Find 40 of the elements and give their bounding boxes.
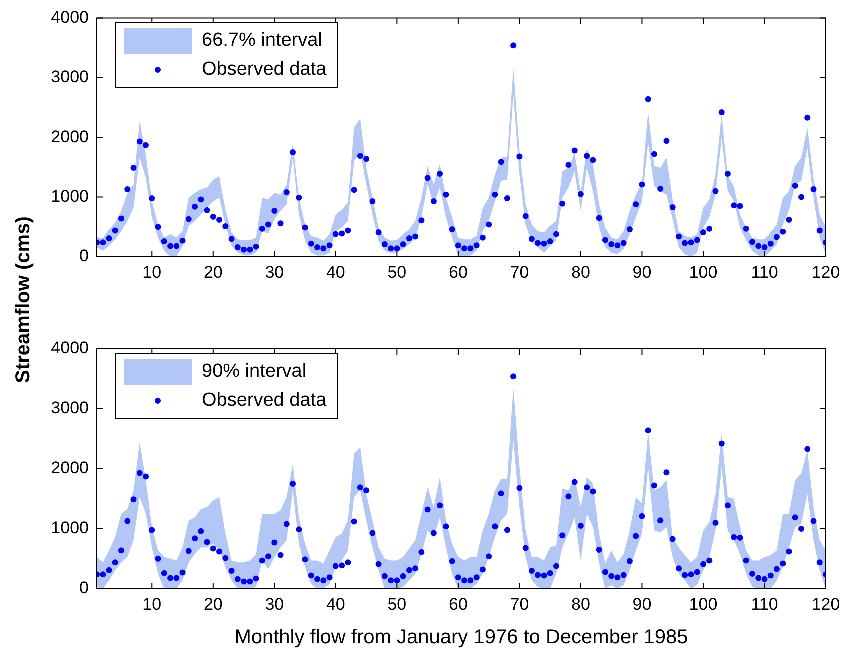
x-tick-label: 20 xyxy=(204,594,223,614)
x-tick-label: 90 xyxy=(632,594,652,614)
x-tick-label: 110 xyxy=(751,594,778,614)
y-tick-label: 4000 xyxy=(51,8,89,27)
x-tick-label: 110 xyxy=(751,262,778,282)
x-axis-title: Monthly flow from January 1976 to December 1985 xyxy=(234,626,688,649)
legend-label: Observed data xyxy=(202,390,327,412)
y-tick-label: 2000 xyxy=(51,127,89,146)
x-tick-label: 80 xyxy=(571,594,590,614)
y-tick-label: 3000 xyxy=(51,398,89,418)
x-tick-label: 70 xyxy=(510,594,530,614)
x-tick-label: 60 xyxy=(448,262,468,282)
x-tick-label: 40 xyxy=(326,262,346,282)
legend-label: 66.7% interval xyxy=(202,30,322,52)
x-tick-label: 70 xyxy=(510,262,530,282)
x-tick-label: 120 xyxy=(812,262,840,282)
y-tick-label: 1000 xyxy=(51,518,89,538)
y-tick-label: 1000 xyxy=(51,186,89,206)
x-tick-label: 100 xyxy=(689,262,718,282)
legend-label: 90% interval xyxy=(202,360,307,382)
x-tick-label: 80 xyxy=(571,262,590,282)
legend-label: Observed data xyxy=(202,58,327,81)
x-tick-label: 30 xyxy=(265,262,284,282)
x-tick-label: 120 xyxy=(812,594,840,614)
y-tick-label: 3000 xyxy=(51,68,89,87)
x-tick-label: 10 xyxy=(142,262,162,282)
y-tick-label: 0 xyxy=(80,246,89,266)
y-tick-label: 0 xyxy=(80,578,89,598)
x-tick-label: 50 xyxy=(388,594,407,614)
x-tick-label: 10 xyxy=(142,594,162,614)
x-tick-label: 90 xyxy=(632,262,652,282)
y-tick-label: 2000 xyxy=(51,458,89,478)
x-tick-label: 20 xyxy=(204,262,223,282)
x-tick-label: 60 xyxy=(448,594,468,614)
y-axis-title: Streamflow (cms) xyxy=(12,216,36,384)
x-tick-label: 100 xyxy=(689,594,718,614)
x-tick-label: 50 xyxy=(388,262,407,282)
x-tick-label: 40 xyxy=(326,594,346,614)
y-tick-label: 4000 xyxy=(51,338,89,358)
x-tick-label: 30 xyxy=(265,594,284,614)
